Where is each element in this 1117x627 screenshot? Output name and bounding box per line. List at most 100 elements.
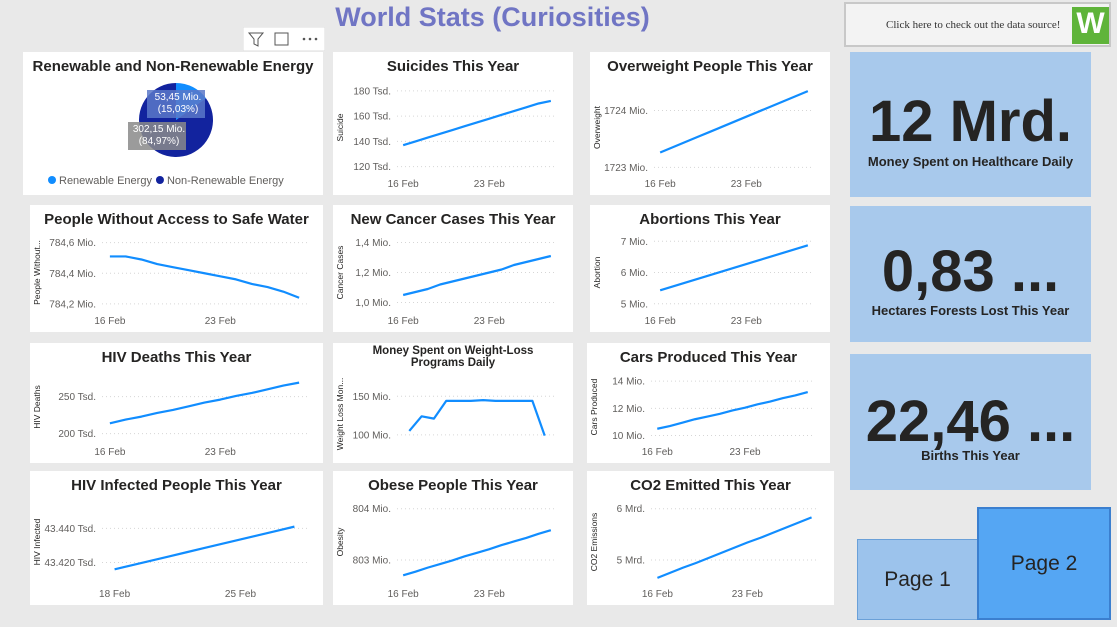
y-tick-label: 7 Mio. xyxy=(621,237,648,248)
y-axis-label: Weight Loss Mon... xyxy=(335,378,345,451)
x-tick-label: 16 Feb xyxy=(388,589,420,600)
x-tick-label: 23 Feb xyxy=(205,447,237,458)
x-tick-label: 23 Feb xyxy=(474,179,506,190)
x-tick-label: 16 Feb xyxy=(642,589,674,600)
y-tick-label: 160 Tsd. xyxy=(353,112,391,123)
chart: 53,45 Mio.(15,03%) 302,15 Mio.(84,97%) Ren… xyxy=(48,83,284,187)
y-axis-label: Overweight xyxy=(592,105,602,149)
legend-label: Renewable Energy xyxy=(59,175,152,187)
logo: W xyxy=(1072,7,1109,44)
y-axis-label: HIV Deaths xyxy=(32,385,42,428)
page-button[interactable]: Page 1 xyxy=(857,539,978,620)
y-tick-label: 1723 Mio. xyxy=(604,163,648,174)
chart: Cars Produced 10 Mio. 12 Mio. 14 Mio. 16 Feb… xyxy=(589,377,814,458)
chart: Obesity 803 Mio. 804 Mio. 16 Feb 23 Feb xyxy=(335,504,557,600)
focus-icon[interactable] xyxy=(274,32,289,46)
y-tick-label: 5 Mrd. xyxy=(617,555,645,566)
chart: Cancer Cases 1,0 Mio. 1,2 Mio. 1,4 Mio. 16 F… xyxy=(335,238,557,327)
chart-tile: Cars Produced 10 Mio. 12 Mio. 14 Mio. 16 Feb… xyxy=(587,343,830,463)
legend-label: Non-Renewable Energy xyxy=(167,175,284,187)
y-axis-label: HIV Infected xyxy=(32,518,42,565)
y-tick-label: 250 Tsd. xyxy=(58,392,96,403)
line xyxy=(659,244,809,292)
line xyxy=(114,525,295,571)
kpi-label: Hectares Forests Lost This Year xyxy=(871,303,1070,318)
chart-tile: Obesity 803 Mio. 804 Mio. 16 Feb 23 Feb Obese… xyxy=(333,471,573,605)
y-axis-label: Obesity xyxy=(335,527,345,557)
y-tick-label: 120 Tsd. xyxy=(353,162,391,173)
source-text: Click here to check out the data source! xyxy=(886,19,1061,31)
y-tick-label: 100 Mio. xyxy=(353,430,391,441)
y-tick-label: 43.420 Tsd. xyxy=(44,558,96,569)
x-tick-label: 23 Feb xyxy=(731,179,763,190)
chart: HIV Deaths 200 Tsd. 250 Tsd. 16 Feb 23 Feb xyxy=(32,381,307,458)
y-tick-label: 150 Mio. xyxy=(353,392,391,403)
y-tick-label: 1,4 Mio. xyxy=(355,238,391,249)
x-tick-label: 23 Feb xyxy=(729,447,761,458)
y-tick-label: 784,6 Mio. xyxy=(49,238,96,249)
chart-title: Abortions This Year xyxy=(639,211,781,228)
chart-tile: 53,45 Mio. (15,03%) 302,15 Mio. (84,97%) Ren… xyxy=(23,52,323,195)
x-tick-label: 16 Feb xyxy=(645,316,677,327)
chart: People Without... 784,2 Mio. 784,4 Mio. 784… xyxy=(32,238,307,327)
y-tick-label: 200 Tsd. xyxy=(58,429,96,440)
y-axis-label: Abortion xyxy=(592,256,602,288)
y-tick-label: 784,4 Mio. xyxy=(49,269,96,280)
kpi-card: 0,83 ... Hectares Forests Lost This Year xyxy=(850,206,1091,342)
chart-title: New Cancer Cases This Year xyxy=(350,211,556,228)
y-axis-label: People Without... xyxy=(32,240,42,305)
x-tick-label: 16 Feb xyxy=(94,316,126,327)
legend-marker xyxy=(155,176,164,184)
line xyxy=(408,399,546,436)
chart-tile: CO2 Emissions 5 Mrd. 6 Mrd. 16 Feb 23 Feb CO2… xyxy=(587,471,834,605)
line xyxy=(402,99,552,147)
kpi-card: 12 Mrd. Money Spent on Healthcare Daily xyxy=(850,52,1091,197)
y-tick-label: 6 Mrd. xyxy=(617,504,645,515)
data-label: (84,97%) xyxy=(139,136,180,147)
y-tick-label: 14 Mio. xyxy=(612,377,645,388)
x-tick-label: 16 Feb xyxy=(645,179,677,190)
kpi-value: 0,83 ... xyxy=(881,239,1060,304)
chart-tile: Overweight 1723 Mio. 1724 Mio. 16 Feb 23 Feb… xyxy=(590,52,830,195)
kpi-label: Births This Year xyxy=(921,448,1020,463)
icon-bar xyxy=(243,27,325,51)
chart: CO2 Emissions 5 Mrd. 6 Mrd. 16 Feb 23 Feb xyxy=(589,504,818,600)
line xyxy=(657,390,809,430)
y-tick-label: 10 Mio. xyxy=(612,431,645,442)
kpi-card: 22,46 ... Births This Year xyxy=(850,354,1091,490)
chart-title: CO2 Emitted This Year xyxy=(630,477,791,494)
y-tick-label: 140 Tsd. xyxy=(353,137,391,148)
line xyxy=(659,90,809,154)
y-axis-label: Cars Produced xyxy=(589,378,599,435)
y-tick-label: 180 Tsd. xyxy=(353,86,391,97)
y-tick-label: 803 Mio. xyxy=(353,555,391,566)
chart: Overweight 1723 Mio. 1724 Mio. 16 Feb 23 Feb xyxy=(592,90,814,190)
x-tick-label: 23 Feb xyxy=(474,589,506,600)
line xyxy=(109,255,300,299)
page-button[interactable]: Page 2 xyxy=(977,507,1111,620)
x-tick-label: 16 Feb xyxy=(388,179,420,190)
data-label: 302,15 Mio. xyxy=(133,124,185,135)
chart-tile: HIV Infected 43.420 Tsd. 43.440 Tsd. 18 Feb… xyxy=(30,471,323,605)
line xyxy=(402,254,552,297)
chart-tile: Suicide 120 Tsd. 140 Tsd. 160 Tsd. 180 Tsd. 1… xyxy=(333,52,573,195)
legend-marker xyxy=(48,176,56,184)
y-tick-label: 6 Mio. xyxy=(621,268,648,279)
chart: Weight Loss Mon... 100 Mio. 150 Mio. xyxy=(335,378,557,451)
x-tick-label: 16 Feb xyxy=(388,316,420,327)
page-title: World Stats (Curiosities) xyxy=(335,2,650,32)
chart-title: Obese People This Year xyxy=(368,477,538,494)
source-button[interactable]: Click here to check out the data source!… xyxy=(844,2,1111,47)
data-label: (15,03%) xyxy=(158,104,199,115)
x-tick-label: 23 Feb xyxy=(731,316,763,327)
label-box xyxy=(147,90,205,118)
visual-header-icons xyxy=(243,27,325,51)
more-icon xyxy=(308,37,312,41)
chart: Abortion 5 Mio. 6 Mio. 7 Mio. 16 Feb 23 Feb xyxy=(592,237,814,327)
more-icon[interactable] xyxy=(302,37,306,41)
more-icon xyxy=(314,37,318,41)
chart-title: HIV Infected People This Year xyxy=(71,477,282,494)
filter-icon[interactable] xyxy=(247,32,265,47)
chart-title: Money Spent on Weight-Loss Programs Dail… xyxy=(372,345,534,369)
